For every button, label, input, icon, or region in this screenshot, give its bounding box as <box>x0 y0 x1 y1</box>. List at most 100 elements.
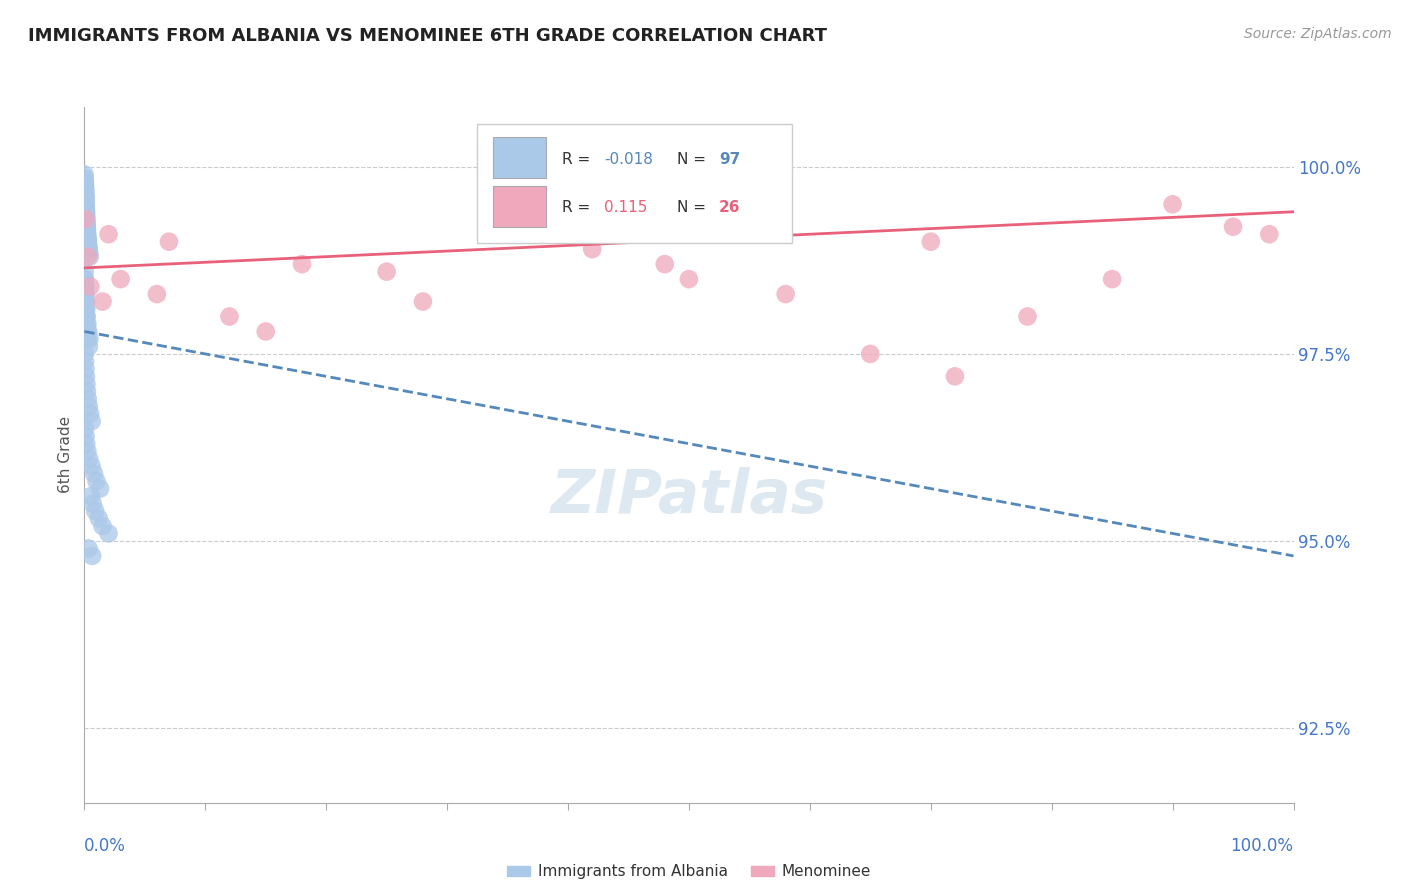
Point <box>77 399 100 413</box>
Point <box>75 197 97 211</box>
Point <box>73 175 96 189</box>
Point <box>89 482 111 496</box>
Point <box>75 376 97 391</box>
FancyBboxPatch shape <box>494 137 547 178</box>
Point <box>82 549 104 563</box>
Point <box>75 219 97 234</box>
Point <box>91 294 114 309</box>
Point <box>77 250 100 264</box>
Point <box>77 339 100 353</box>
Point <box>73 171 96 186</box>
Point <box>76 384 98 399</box>
Point <box>75 204 97 219</box>
Point <box>75 197 97 211</box>
Text: 26: 26 <box>720 201 741 216</box>
Point <box>920 235 942 249</box>
Point <box>79 407 101 421</box>
Point <box>75 201 97 215</box>
Point <box>73 272 96 286</box>
Point <box>75 362 97 376</box>
Point <box>80 489 103 503</box>
Point <box>75 190 97 204</box>
Point <box>75 287 97 301</box>
Text: R =: R = <box>562 152 595 167</box>
Text: Source: ZipAtlas.com: Source: ZipAtlas.com <box>1244 27 1392 41</box>
Point <box>75 212 97 227</box>
Point <box>86 474 108 488</box>
Point <box>75 294 97 309</box>
Point <box>77 242 100 256</box>
Point <box>291 257 314 271</box>
Point <box>375 265 398 279</box>
Point <box>76 235 98 249</box>
Point <box>97 227 120 242</box>
Point <box>76 227 98 242</box>
Point <box>97 526 120 541</box>
Point <box>73 182 96 196</box>
Text: IMMIGRANTS FROM ALBANIA VS MENOMINEE 6TH GRADE CORRELATION CHART: IMMIGRANTS FROM ALBANIA VS MENOMINEE 6TH… <box>28 27 827 45</box>
Point <box>75 354 97 368</box>
Point <box>76 219 98 234</box>
Point <box>77 246 100 260</box>
Point <box>79 279 101 293</box>
Point <box>73 167 96 181</box>
Point <box>157 235 180 249</box>
Point <box>77 238 100 252</box>
Point <box>73 347 96 361</box>
Text: 0.115: 0.115 <box>605 201 648 216</box>
Point <box>76 231 98 245</box>
Point <box>76 227 98 242</box>
Point <box>75 310 97 324</box>
Point <box>654 257 676 271</box>
Point <box>73 422 96 436</box>
Point <box>75 216 97 230</box>
Text: 0.0%: 0.0% <box>84 837 127 855</box>
Text: N =: N = <box>676 201 710 216</box>
Point <box>75 301 97 316</box>
Point <box>75 182 97 196</box>
Point <box>82 497 104 511</box>
Point <box>76 223 98 237</box>
Point <box>75 279 97 293</box>
Point <box>77 451 100 466</box>
Point <box>75 204 97 219</box>
Point <box>76 227 98 242</box>
Point <box>581 242 603 256</box>
Point <box>75 209 97 223</box>
Point <box>76 219 98 234</box>
Point <box>859 347 882 361</box>
Text: -0.018: -0.018 <box>605 152 654 167</box>
Point <box>75 212 97 227</box>
Text: N =: N = <box>676 152 710 167</box>
Point <box>73 178 96 193</box>
Point <box>1017 310 1039 324</box>
Point <box>91 519 114 533</box>
Point <box>678 272 700 286</box>
Point <box>75 429 97 443</box>
Point <box>76 223 98 237</box>
Point <box>1101 272 1123 286</box>
Point <box>1161 197 1184 211</box>
Point <box>87 511 110 525</box>
Text: 97: 97 <box>720 152 741 167</box>
Point <box>75 287 97 301</box>
Point <box>77 242 100 256</box>
Point <box>84 504 107 518</box>
Point <box>77 238 100 252</box>
Point <box>76 392 98 406</box>
FancyBboxPatch shape <box>478 124 792 243</box>
Text: 100.0%: 100.0% <box>1230 837 1294 855</box>
Point <box>79 250 101 264</box>
Point <box>73 178 96 193</box>
Point <box>79 332 101 346</box>
Point <box>76 231 98 245</box>
Legend: Immigrants from Albania, Menominee: Immigrants from Albania, Menominee <box>501 858 877 886</box>
FancyBboxPatch shape <box>494 186 547 227</box>
Y-axis label: 6th Grade: 6th Grade <box>58 417 73 493</box>
Point <box>83 467 105 481</box>
Point <box>75 190 97 204</box>
Point <box>75 212 97 227</box>
Point <box>75 186 97 200</box>
Point <box>75 209 97 223</box>
Point <box>76 332 98 346</box>
